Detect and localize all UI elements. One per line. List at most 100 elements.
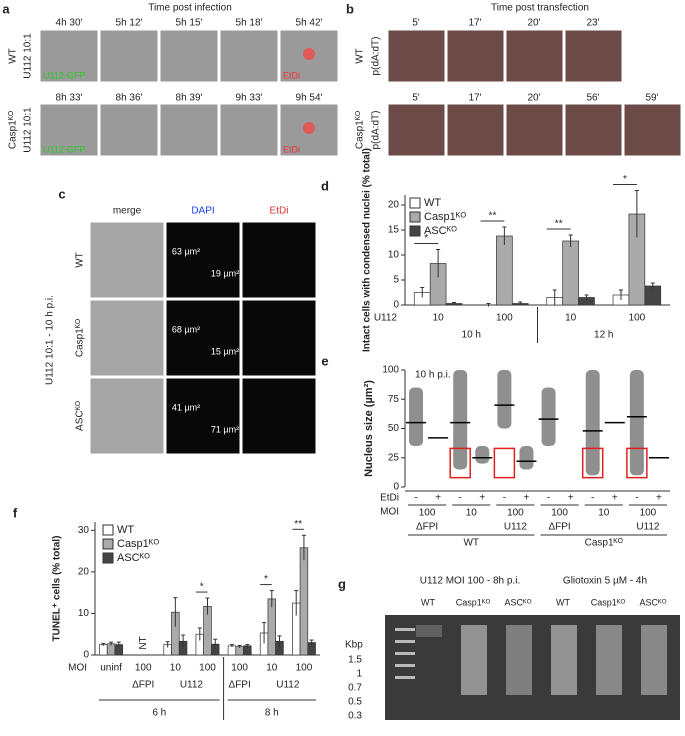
- lane-label: ASCᴷᴼ: [640, 597, 667, 607]
- lane-label: WT: [421, 597, 435, 607]
- micrograph: [387, 29, 446, 83]
- dot-range: [453, 370, 468, 470]
- legend-label: ASCᴷᴼ: [424, 225, 457, 237]
- group-label: 6 h: [152, 708, 166, 719]
- time-label: 17': [468, 93, 481, 104]
- panel-title: Time post infection: [148, 3, 232, 14]
- unit-label: Kbp: [345, 640, 363, 651]
- gel: [385, 615, 680, 720]
- highlight-box: [626, 447, 648, 479]
- etdi-sign: -: [547, 493, 550, 504]
- x-row-label: MOI: [68, 663, 87, 674]
- y-tick-label: 10: [78, 608, 90, 619]
- y-tick-label: 5: [393, 275, 399, 286]
- etdi-sign: +: [435, 493, 441, 504]
- na-label: NT: [138, 636, 149, 649]
- x-tick-label: 10: [565, 313, 577, 324]
- bar: [227, 645, 237, 656]
- size-label: 41 µm²: [172, 402, 200, 412]
- y-axis-label: TUNEL⁺ cells (% total): [52, 536, 63, 642]
- panel-letter: g: [338, 576, 346, 591]
- x-tick-label: 100: [231, 663, 248, 674]
- micrograph: [39, 103, 99, 157]
- y-axis-label: Nucleus size (µm²): [363, 380, 375, 477]
- row-label: p(dA:dT): [371, 37, 382, 76]
- bar: [496, 235, 513, 306]
- smear: [506, 625, 532, 695]
- y-tick-label: 25: [388, 452, 400, 463]
- micrograph: [165, 299, 241, 377]
- dot-range: [409, 387, 424, 447]
- micrograph: [219, 103, 279, 157]
- x-tick-label: 100: [496, 313, 513, 324]
- y-tick-label: 20: [78, 567, 90, 578]
- annotation: 10 h p.i.: [415, 370, 451, 381]
- y-tick-label: 0: [393, 300, 399, 311]
- lane-label: Casp1ᴷᴼ: [591, 597, 626, 607]
- micrograph: [219, 29, 279, 83]
- cell: [303, 122, 315, 134]
- gel-header: U112 MOI 100 - 8h p.i.: [420, 576, 520, 587]
- x-tick-label: 100: [199, 663, 216, 674]
- band: [395, 628, 415, 631]
- significance: *: [264, 574, 268, 585]
- micrograph: [241, 221, 317, 299]
- time-label: 17': [468, 18, 481, 29]
- dot-range: [541, 387, 556, 447]
- time-label: 8h 36': [116, 93, 143, 104]
- micrograph: [241, 377, 317, 455]
- x-tick-label: 100: [135, 663, 152, 674]
- row-label: p(dA:dT): [371, 111, 382, 150]
- y-tick-label: 20: [388, 200, 400, 211]
- row-label: WT: [8, 48, 19, 64]
- significance: *: [623, 174, 627, 185]
- panel-letter: c: [58, 186, 65, 201]
- time-label: 20': [527, 18, 540, 29]
- panel-letter: e: [321, 353, 328, 368]
- legend-swatch: [409, 211, 421, 223]
- significance: **: [489, 211, 497, 222]
- row-label: U112 10:1: [23, 33, 34, 79]
- strain-label: ΔFPI: [229, 680, 251, 691]
- size-label: 15 µm²: [211, 346, 239, 356]
- moi-label: 100: [640, 508, 657, 519]
- group-label: 12 h: [594, 330, 613, 341]
- micrograph: [89, 377, 165, 455]
- smear: [461, 625, 487, 695]
- bar: [106, 643, 116, 656]
- ladder-label: 1.5: [348, 655, 362, 666]
- etdi-sign: +: [524, 493, 530, 504]
- smear: [551, 625, 577, 695]
- size-label: 19 µm²: [211, 268, 239, 278]
- etdi-sign: -: [591, 493, 594, 504]
- significance: **: [555, 219, 563, 230]
- dot-range: [519, 446, 534, 470]
- highlight-box: [493, 447, 516, 479]
- micrograph: [241, 299, 317, 377]
- bar: [99, 644, 108, 656]
- row-label: WT: [355, 48, 366, 64]
- y-tick-label: 30: [78, 525, 90, 536]
- dot-range: [475, 446, 490, 464]
- y-axis-label: Intact cells with condensed nuclei (% to…: [362, 148, 373, 352]
- significance: *: [424, 233, 428, 244]
- row-label: WT: [75, 252, 86, 268]
- y-tick-label: 75: [388, 394, 400, 405]
- legend-swatch: [409, 197, 421, 209]
- bar: [562, 240, 579, 306]
- panel-letter: d: [321, 178, 329, 193]
- micrograph: [446, 29, 505, 83]
- moi-label: 100: [551, 508, 568, 519]
- time-label: 20': [527, 93, 540, 104]
- panel-letter: a: [2, 1, 10, 16]
- time-label: 5h 18': [236, 18, 263, 29]
- micrograph: [89, 221, 165, 299]
- strain-label: ΔFPI: [548, 522, 570, 533]
- lane-label: ASCᴷᴼ: [505, 597, 532, 607]
- etdi-sign: -: [635, 493, 638, 504]
- smear: [596, 625, 622, 695]
- legend-swatch: [102, 538, 114, 550]
- legend-label: Casp1ᴷᴼ: [117, 538, 159, 550]
- column-label: merge: [113, 206, 142, 217]
